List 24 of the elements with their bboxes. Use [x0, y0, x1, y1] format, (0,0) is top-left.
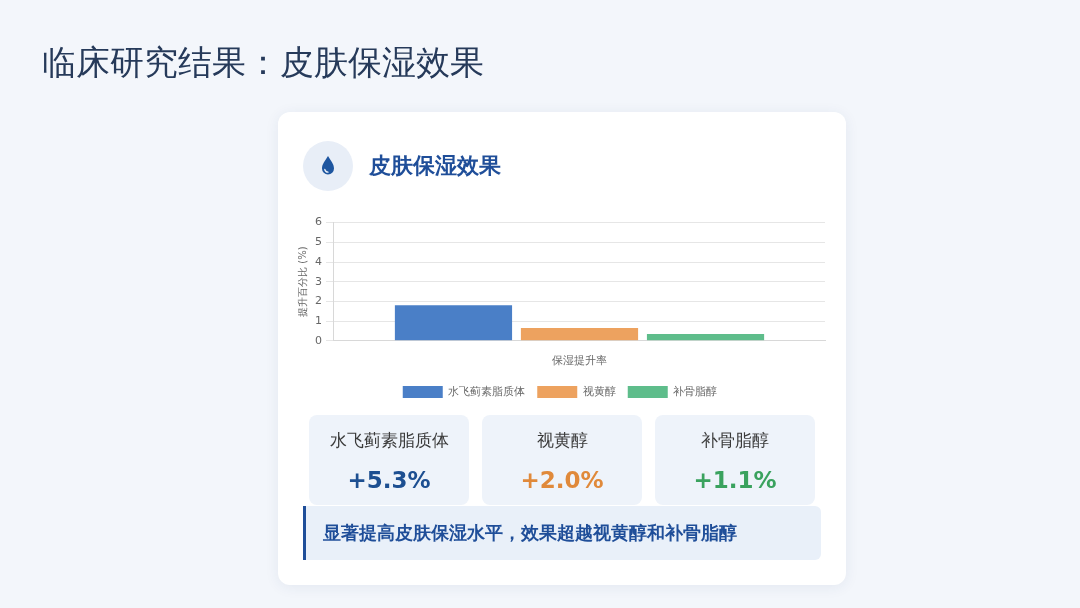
bar: [520, 328, 639, 341]
text: 显著提高皮肤保湿水平，效果超越视黄醇和补骨脂醇: [323, 521, 737, 545]
chart-title: 临床研究结果：皮肤保湿效果: [42, 41, 484, 84]
bar: [394, 305, 513, 341]
y-tick-label: 0: [315, 333, 322, 347]
legend-label: 补骨脂醇: [673, 384, 718, 398]
chart-subtitle: 皮肤保湿效果: [369, 152, 501, 180]
text: +2.0%: [519, 466, 605, 495]
x-tick-label: 保湿提升率: [552, 354, 607, 368]
y-tick-label: 3: [315, 274, 322, 288]
y-tick-label: 6: [315, 215, 322, 229]
legend-label: 水飞蓟素脂质体: [448, 384, 526, 398]
text: 水飞蓟素脂质体: [328, 429, 450, 452]
text: +5.3%: [346, 466, 432, 495]
bar: [646, 333, 765, 341]
y-axis-title: 提升百分比 (%): [296, 246, 308, 317]
y-tick-label: 2: [315, 294, 322, 308]
legend-label: 视黄醇: [582, 384, 616, 398]
y-tick-label: 1: [315, 313, 322, 327]
y-tick-label: 5: [315, 235, 322, 249]
text: +1.1%: [692, 466, 778, 495]
text: 视黄醇: [535, 429, 589, 452]
text: 补骨脂醇: [700, 429, 770, 452]
y-tick-label: 4: [315, 254, 322, 268]
